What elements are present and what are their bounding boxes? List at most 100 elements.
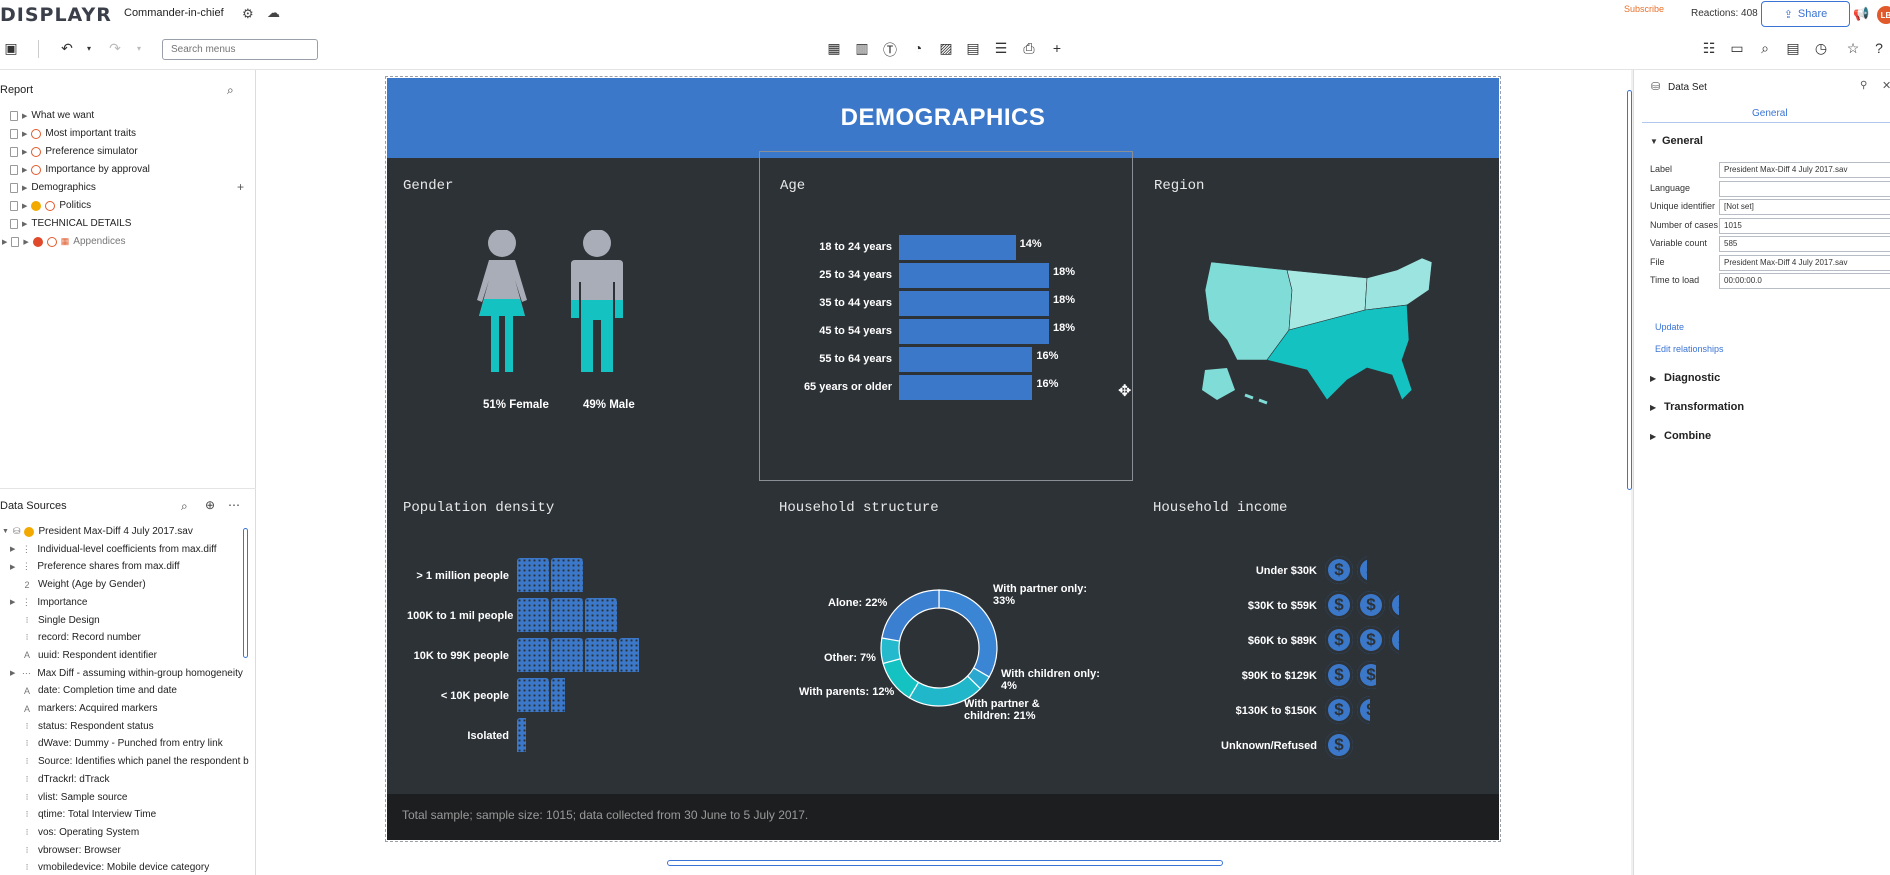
diagnostic-section[interactable]: Diagnostic <box>1664 372 1721 384</box>
transformation-section[interactable]: Transformation <box>1664 401 1745 413</box>
data-source-variable-item[interactable]: ⁝ Single Design <box>22 615 100 626</box>
data-source-variable-item[interactable]: ⁝ status: Respondent status <box>22 721 154 732</box>
redo-icon[interactable]: ↷ <box>109 40 121 56</box>
collapse-arrow-icon[interactable]: ▼ <box>2 528 9 535</box>
shapes-icon[interactable]: ◔ <box>913 40 923 56</box>
object-inspector-icon[interactable]: ☷ <box>1702 40 1716 56</box>
comments-icon[interactable]: ▭ <box>1730 40 1744 56</box>
add-data-source-icon[interactable]: ⊕ <box>205 498 216 512</box>
visualization-icon[interactable]: ▤ <box>966 40 980 56</box>
expand-arrow-icon[interactable]: ▶ <box>22 148 28 156</box>
demographics-infographic[interactable]: DEMOGRAPHICS Gender 51% Female 49% Male … <box>385 76 1501 842</box>
data-source-variable-item[interactable]: ⁝ vlist: Sample source <box>22 792 128 803</box>
chevron-right-icon[interactable]: ▶ <box>1650 374 1657 383</box>
history-icon[interactable]: ◷ <box>1814 40 1828 56</box>
data-source-variable-item[interactable]: ⁝ dTrackrl: dTrack <box>22 774 110 785</box>
data-source-variable-item[interactable]: ⁝ dWave: Dummy - Punched from entry link <box>22 738 223 749</box>
favorites-star-icon[interactable]: ☆ <box>1846 40 1860 56</box>
data-source-variable-item[interactable]: ⁝ record: Record number <box>22 632 141 643</box>
data-source-variable-item[interactable]: ⁝ qtime: Total Interview Time <box>22 809 157 820</box>
table-icon[interactable]: ▦ <box>827 40 841 56</box>
document-title[interactable]: Commander-in-chief <box>124 7 224 19</box>
data-source-variable-item[interactable]: ▶ ⋯ Max Diff - assuming within-group homog… <box>10 668 243 679</box>
data-source-variable-item[interactable]: ⁝ vmobiledevice: Mobile device category <box>22 862 210 873</box>
text-box-icon[interactable]: Ⓣ <box>883 42 897 58</box>
undo-dropdown-icon[interactable]: ▾ <box>86 44 91 53</box>
data-source-variable-item[interactable]: ▶ ⋮ Individual-level coefficients from max… <box>10 544 217 555</box>
help-icon[interactable]: ? <box>1875 40 1883 56</box>
data-source-variable-item[interactable]: ⁝ vbrowser: Browser <box>22 845 121 856</box>
expand-arrow-icon[interactable]: ▶ <box>2 238 8 246</box>
undo-icon[interactable]: ↶ <box>61 40 73 56</box>
expand-arrow-icon[interactable]: ▶ <box>22 184 28 192</box>
report-search-icon[interactable]: ⌕ <box>227 83 234 97</box>
canvas-horizontal-scrollbar[interactable] <box>667 860 1223 866</box>
expand-arrow-icon[interactable]: ▶ <box>23 238 29 246</box>
close-icon[interactable]: ✕ <box>1882 80 1890 92</box>
data-source-variable-item[interactable]: 2 Weight (Age by Gender) <box>22 579 145 590</box>
report-item-what-we-want[interactable]: ▶ What we want <box>10 110 94 121</box>
report-item-technical-details[interactable]: ▶ TECHNICAL DETAILS <box>10 218 131 229</box>
expand-arrow-icon[interactable]: ▶ <box>10 670 16 678</box>
chevron-right-icon[interactable]: ▶ <box>1650 432 1657 441</box>
combine-section[interactable]: Combine <box>1664 430 1712 442</box>
more-options-icon[interactable]: ⋯ <box>228 498 240 512</box>
expand-arrow-icon[interactable]: ▶ <box>10 599 16 607</box>
image-icon[interactable]: ▨ <box>939 40 953 56</box>
print-icon[interactable]: ⎙ <box>1023 40 1035 56</box>
toggle-panels-icon[interactable]: ▣ <box>4 40 18 56</box>
add-page-icon[interactable]: + <box>237 180 245 194</box>
update-link[interactable]: Update <box>1655 322 1685 332</box>
data-sources-scrollbar[interactable] <box>243 528 248 658</box>
canvas-vertical-scrollbar[interactable] <box>1627 90 1632 490</box>
report-item-most-important-traits[interactable]: ▶ Most important traits <box>10 128 136 139</box>
report-item-preference-simulator[interactable]: ▶ Preference simulator <box>10 146 138 157</box>
data-sources-search-icon[interactable]: ⌕ <box>181 499 188 513</box>
data-source-variable-item[interactable]: ⁝ Source: Identifies which panel the resp… <box>22 756 249 767</box>
chevron-right-icon[interactable]: ▶ <box>1650 403 1657 412</box>
field-value[interactable]: 00:00:00.0 <box>1719 273 1890 289</box>
report-item-importance-by-approval[interactable]: ▶ Importance by approval <box>10 164 150 175</box>
pin-icon[interactable]: ⚲ <box>1860 80 1868 91</box>
expand-arrow-icon[interactable]: ▶ <box>10 546 16 554</box>
report-item-demographics[interactable]: ▶ Demographics <box>10 182 96 193</box>
tab-general[interactable]: General <box>1752 108 1788 119</box>
edit-relationships-link[interactable]: Edit relationships <box>1655 344 1724 354</box>
field-value[interactable]: President Max-Diff 4 July 2017.sav <box>1719 254 1890 271</box>
age-selection-box[interactable] <box>759 151 1133 481</box>
expand-arrow-icon[interactable]: ▶ <box>22 166 28 174</box>
expand-arrow-icon[interactable]: ▶ <box>22 130 28 138</box>
subscribe-link[interactable]: Subscribe <box>1624 4 1665 14</box>
data-source-variable-item[interactable]: ▶ ⋮ Preference shares from max.diff <box>10 561 180 572</box>
controls-icon[interactable]: ☰ <box>994 40 1008 56</box>
report-item-politics[interactable]: ▶ Politics <box>10 200 91 211</box>
field-value[interactable]: 1015 <box>1719 217 1890 234</box>
expand-arrow-icon[interactable]: ▶ <box>22 220 28 228</box>
displayr-logo[interactable]: DISPLAYR <box>0 4 112 26</box>
field-value[interactable]: President Max-Diff 4 July 2017.sav <box>1719 162 1890 178</box>
chevron-down-icon[interactable]: ▼ <box>1650 137 1658 146</box>
search-icon[interactable]: ⌕ <box>1761 40 1769 56</box>
settings-gear-icon[interactable]: ⚙ <box>242 6 254 21</box>
share-button[interactable]: ⇪ Share <box>1761 1 1850 27</box>
user-avatar[interactable]: LB <box>1877 6 1890 24</box>
expand-arrow-icon[interactable]: ▶ <box>10 563 16 571</box>
cloud-icon[interactable]: ☁ <box>267 5 280 20</box>
data-file-item[interactable]: ▼ ⛁ President Max-Diff 4 July 2017.sav <box>2 526 193 537</box>
search-menus-input[interactable] <box>162 39 318 60</box>
megaphone-icon[interactable]: 📢 <box>1853 6 1870 21</box>
chart-icon[interactable]: ▥ <box>855 40 869 56</box>
notes-icon[interactable]: ▤ <box>1786 40 1800 56</box>
field-value[interactable] <box>1719 180 1890 197</box>
expand-arrow-icon[interactable]: ▶ <box>22 202 28 210</box>
report-item-appendices[interactable]: ▶ ▶ ▦ Appendices <box>2 236 126 247</box>
data-source-variable-item[interactable]: ⁝ vos: Operating System <box>22 827 140 838</box>
reactions-count[interactable]: Reactions: 408 <box>1691 8 1758 19</box>
expand-arrow-icon[interactable]: ▶ <box>22 112 28 120</box>
field-value[interactable]: [Not set] <box>1719 199 1890 215</box>
redo-dropdown-icon[interactable]: ▾ <box>136 44 141 53</box>
data-source-variable-item[interactable]: ▶ ⋮ Importance <box>10 597 87 608</box>
